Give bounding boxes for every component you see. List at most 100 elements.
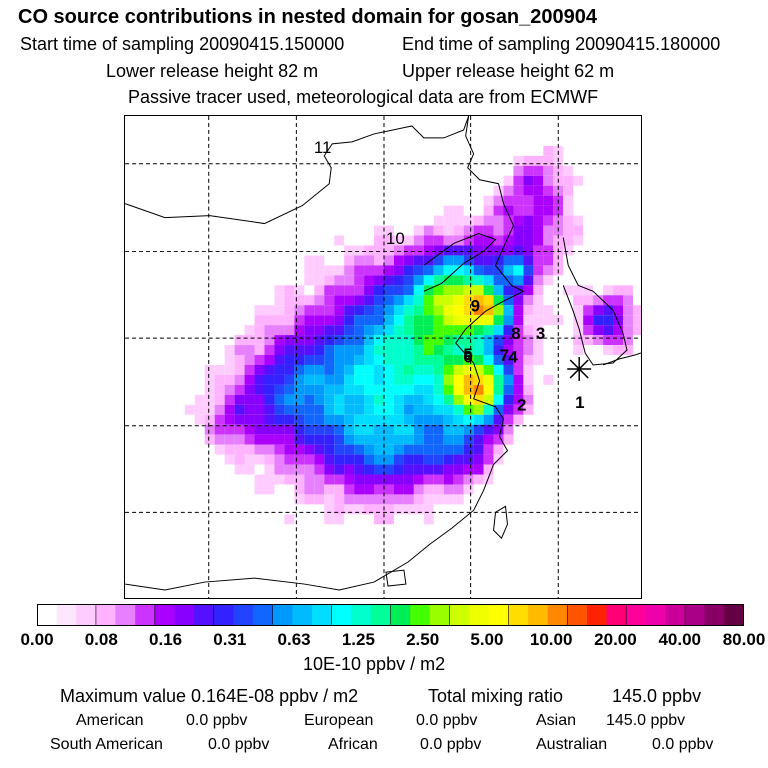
field-cell [354, 364, 365, 375]
field-cell [244, 424, 255, 435]
field-cell [294, 315, 305, 326]
field-cell [254, 374, 265, 385]
field-cell [304, 355, 315, 365]
field-cell [463, 474, 474, 485]
colorbar-cell [684, 604, 706, 626]
field-cell [254, 474, 265, 485]
field-cell [493, 305, 504, 316]
field-cell [533, 215, 544, 226]
field-cell [443, 374, 454, 385]
field-cell [443, 384, 454, 395]
field-cell [443, 315, 454, 326]
field-cell [334, 394, 345, 405]
field-cell [383, 285, 394, 296]
star-icon [567, 356, 592, 381]
field-cell [284, 394, 295, 405]
field-cell [533, 345, 544, 356]
field-cell [423, 384, 434, 395]
field-cell [284, 295, 295, 306]
field-cell [632, 325, 641, 336]
field-cell [274, 305, 285, 316]
field-cell [423, 335, 434, 346]
field-cell [533, 165, 544, 176]
field-cell [443, 394, 454, 405]
colorbar-tick-label: 5.00 [470, 630, 504, 649]
field-cell [264, 305, 275, 316]
field-cell [523, 404, 534, 415]
field-cell [473, 235, 484, 246]
colorbar-cell [625, 604, 647, 626]
field-cell [334, 464, 345, 475]
field-cell [483, 315, 494, 326]
field-cell [473, 394, 484, 405]
field-cell [264, 434, 275, 445]
field-cell [324, 275, 335, 286]
field-cell [593, 315, 604, 326]
field-cell [383, 255, 394, 266]
field-cell [344, 265, 355, 276]
coastline-taiwan [493, 505, 508, 540]
field-cell [254, 394, 265, 405]
field-cell [483, 374, 494, 385]
field-cell [483, 345, 494, 356]
field-cell [613, 315, 624, 326]
field-cell [364, 444, 375, 455]
field-cell [443, 414, 454, 425]
field-cell [503, 205, 514, 216]
field-cell [364, 335, 375, 346]
field-cell [493, 374, 504, 385]
field-cell [463, 315, 474, 326]
field-cell [563, 245, 574, 256]
field-cell [523, 225, 534, 236]
field-cell [364, 424, 375, 435]
field-cell [364, 484, 375, 495]
field-cell [383, 394, 394, 405]
field-cell [284, 514, 295, 525]
field-cell [324, 364, 335, 375]
field-cell [533, 355, 544, 365]
field-cell [274, 424, 285, 435]
field-cell [334, 295, 345, 306]
coastline-japan [602, 352, 641, 366]
colorbar-tick-label: 0.31 [213, 630, 247, 649]
field-cell [483, 364, 494, 375]
field-cell [264, 484, 275, 495]
field-cell [224, 424, 235, 435]
field-cell [314, 335, 325, 346]
field-cell [473, 345, 484, 356]
field-cell [413, 225, 424, 236]
field-cell [254, 384, 265, 395]
colorbar-unit: 10E-10 ppbv / m2 [303, 654, 446, 674]
field-cell [503, 434, 514, 445]
field-cell [433, 384, 444, 395]
field-cell [423, 444, 434, 455]
field-cell [523, 345, 534, 356]
field-cell [374, 285, 384, 296]
field-cell [443, 225, 454, 236]
field-cell [563, 195, 574, 206]
field-cell [433, 285, 444, 296]
field-cell [493, 434, 504, 445]
field-cell [244, 434, 255, 445]
field-cell [513, 235, 524, 246]
field-cell [244, 464, 255, 475]
release-label-1: 1 [575, 393, 584, 412]
field-cell [364, 265, 375, 276]
field-cell [274, 355, 285, 365]
field-cell [493, 285, 504, 296]
field-cell [453, 454, 464, 465]
field-cell [563, 205, 574, 216]
field-cell [314, 255, 325, 266]
field-cell [334, 305, 345, 316]
field-cell [294, 364, 305, 375]
field-cell [354, 484, 365, 495]
field-cell [463, 394, 474, 405]
field-cell [324, 345, 335, 356]
field-cell [433, 305, 444, 316]
field-cell [443, 305, 454, 316]
field-cell [214, 374, 225, 385]
field-cell [443, 325, 454, 336]
field-cell [543, 305, 554, 316]
field-cell [503, 394, 514, 405]
